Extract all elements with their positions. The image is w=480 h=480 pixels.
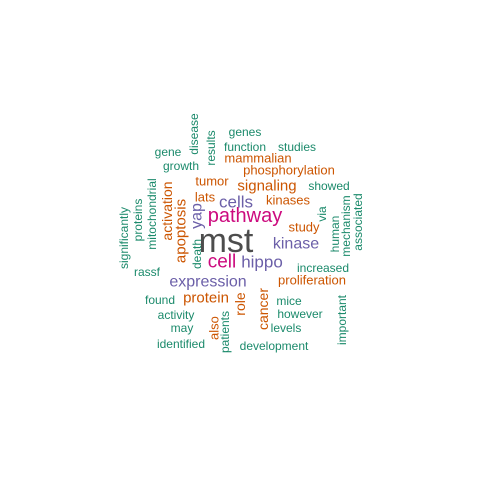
word-disease: disease (187, 113, 201, 155)
word-tumor: tumor (195, 174, 229, 189)
word-increased: increased (297, 261, 349, 275)
word-pathway: pathway (208, 205, 283, 227)
word-activation: activation (159, 181, 175, 240)
word-associated: associated (351, 193, 365, 250)
word-mitochondrial: mitochondrial (145, 178, 159, 249)
word-may: may (171, 321, 194, 335)
word-kinase: kinase (273, 236, 319, 253)
word-results: results (204, 130, 218, 165)
word-signaling: signaling (237, 178, 296, 195)
word-cancer: cancer (255, 288, 271, 330)
word-mechanism: mechanism (339, 195, 353, 256)
word-significantly: significantly (117, 207, 131, 269)
word-yap: yap (189, 203, 206, 229)
word-lats: lats (195, 190, 216, 205)
word-found: found (145, 293, 175, 307)
word-proliferation: proliferation (278, 273, 346, 288)
word-study: study (288, 220, 320, 235)
word-rassf: rassf (134, 265, 161, 279)
word-identified: identified (157, 337, 205, 351)
word-via: via (315, 206, 329, 222)
word-important: important (335, 294, 349, 345)
word-also: also (207, 316, 222, 340)
word-phosphorylation: phosphorylation (243, 163, 335, 178)
word-function: function (224, 140, 266, 154)
word-genes: genes (229, 125, 262, 139)
word-activity: activity (158, 308, 195, 322)
word-cell: cell (208, 252, 237, 273)
word-expression: expression (169, 274, 246, 291)
word-hippo: hippo (241, 253, 283, 272)
word-death: death (190, 239, 204, 269)
word-apoptosis: apoptosis (173, 199, 190, 263)
word-levels: levels (271, 321, 302, 335)
word-kinases: kinases (266, 193, 311, 208)
word-human: human (328, 216, 342, 253)
word-showed: showed (308, 179, 349, 193)
word-growth: growth (163, 159, 199, 173)
word-mice: mice (276, 294, 302, 308)
word-mst: mst (199, 222, 254, 260)
word-however: however (277, 307, 322, 321)
word-studies: studies (278, 140, 316, 154)
word-protein: protein (183, 290, 229, 307)
word-cells: cells (219, 193, 253, 212)
word-role: role (232, 292, 248, 316)
word-patients: patients (218, 311, 232, 353)
word-gene: gene (155, 145, 182, 159)
word-proteins: proteins (131, 199, 145, 242)
word-development: development (240, 339, 309, 353)
word-mammalian: mammalian (224, 151, 291, 166)
